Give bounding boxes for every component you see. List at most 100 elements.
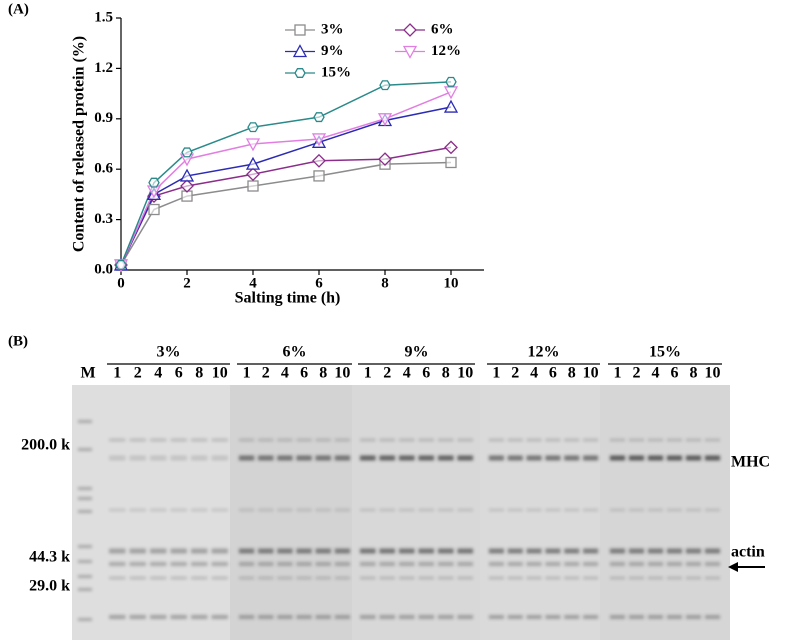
gel-band	[583, 455, 599, 461]
marker	[292, 44, 308, 58]
marker	[294, 68, 306, 78]
gel-band	[315, 562, 331, 566]
gel-band	[507, 438, 523, 442]
gel-band	[277, 615, 293, 619]
gel-segment	[230, 385, 352, 640]
arrow-head	[728, 562, 738, 572]
line-chart: 0.0 0.3 0.6 0.9 1.2 1.5 0 2 4 6 8 10 Salting time (h…	[71, 9, 484, 307]
gel-band	[457, 438, 474, 442]
gel-band	[379, 615, 396, 619]
gel-band	[628, 576, 645, 580]
x-tick-label: 0	[117, 275, 125, 291]
lane-label: 4	[652, 365, 660, 382]
lane-label: 10	[583, 365, 599, 382]
gel-band	[129, 576, 146, 580]
marker	[311, 133, 327, 147]
legend-label: 15%	[321, 64, 351, 80]
gel-band	[334, 562, 351, 566]
gel-band	[109, 548, 126, 554]
gel-band	[296, 548, 312, 554]
y-tick-label: 1.2	[94, 60, 113, 76]
lane-label: M	[80, 365, 95, 382]
gel-band	[526, 438, 542, 442]
gel-band	[258, 508, 274, 512]
gel-band	[129, 455, 146, 461]
gel-band	[507, 576, 523, 580]
lane-label: 10	[334, 365, 350, 382]
x-axis-label: Salting time (h)	[235, 290, 341, 307]
gel-band	[170, 615, 187, 619]
gel-band	[545, 438, 561, 442]
gel-band	[564, 455, 580, 461]
lane-label: 6	[422, 365, 430, 382]
marker	[245, 156, 261, 170]
series-line	[120, 161, 452, 266]
gel-band	[609, 615, 626, 619]
lane-label: 1	[113, 365, 121, 382]
gel-band	[488, 615, 504, 619]
lane-label: 6	[549, 365, 557, 382]
gel-band	[418, 576, 435, 580]
gel-band	[258, 438, 274, 442]
gel-band	[258, 562, 274, 566]
gel-band	[526, 455, 542, 461]
gel-band	[191, 455, 208, 461]
gel-band	[379, 455, 396, 461]
gel-band	[666, 438, 683, 442]
lane-label: 8	[442, 365, 450, 382]
group-label: 3%	[157, 344, 181, 361]
gel-band	[647, 615, 664, 619]
gel-band	[211, 615, 228, 619]
gel-band	[545, 548, 561, 554]
gel-band	[398, 548, 415, 554]
gel-band	[238, 562, 255, 566]
marker	[247, 122, 259, 133]
gel-band	[628, 438, 645, 442]
series-line	[120, 146, 452, 266]
marker	[313, 170, 325, 182]
gel-band	[398, 455, 415, 461]
gel-band	[109, 615, 126, 619]
y-tick-label: 0.9	[94, 110, 113, 126]
marker	[378, 152, 392, 167]
gel-band	[359, 576, 376, 580]
gel-band	[583, 615, 599, 619]
gel-band	[488, 576, 504, 580]
gel-band	[150, 508, 167, 512]
gel-band	[78, 618, 92, 621]
marker	[180, 179, 194, 193]
gel-band	[238, 576, 255, 580]
lane-label: 1	[492, 365, 500, 382]
gel-band	[609, 576, 626, 580]
x-tick-label: 4	[249, 275, 257, 291]
gel-band	[258, 615, 274, 619]
gel-band	[398, 615, 415, 619]
gel-band	[315, 576, 331, 580]
gel-band	[334, 576, 351, 580]
gel-band	[609, 455, 626, 461]
gel-band	[109, 576, 126, 580]
gel-band	[211, 562, 228, 566]
marker	[247, 180, 259, 192]
gel-band	[526, 576, 542, 580]
gel-band	[685, 438, 702, 442]
gel-band	[666, 548, 683, 554]
gel-band	[359, 455, 376, 461]
gel-band	[150, 455, 167, 461]
gel-band	[315, 615, 331, 619]
x-tick-label: 2	[183, 275, 191, 291]
gel-band	[277, 508, 293, 512]
gel-band	[129, 508, 146, 512]
marker	[246, 167, 260, 182]
gel-band	[437, 438, 454, 442]
group-label: 6%	[283, 344, 307, 361]
gel-band	[704, 548, 721, 554]
gel-band	[170, 562, 187, 566]
lane-label: 4	[403, 365, 411, 382]
gel-band	[526, 615, 542, 619]
lane-label: 2	[262, 365, 270, 382]
gel-band	[359, 548, 376, 554]
band-annotation: actin	[731, 544, 765, 561]
lane-label: 10	[457, 365, 473, 382]
gel-band	[526, 548, 542, 554]
